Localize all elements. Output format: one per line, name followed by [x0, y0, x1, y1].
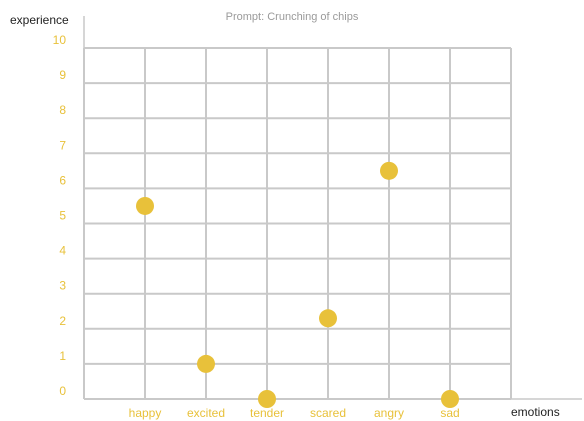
y-tick-label: 4: [59, 244, 66, 258]
data-point: [136, 196, 154, 215]
x-tick-label: happy: [129, 406, 162, 420]
data-point: [319, 309, 337, 328]
grid: [83, 47, 512, 400]
data-point: [197, 354, 215, 373]
x-tick-label: scared: [310, 406, 346, 420]
axes: [83, 16, 582, 400]
y-tick-label: 3: [59, 279, 66, 293]
y-tick-label: 2: [59, 314, 66, 328]
data-point: [258, 390, 276, 408]
x-axis-title: emotions: [511, 405, 560, 419]
y-tick-label: 8: [59, 103, 66, 117]
y-tick-label: 1: [59, 349, 66, 363]
tick-labels: 0 1 2 3 4 5 6 7 8 9 10 happy excited tender scared angr…: [53, 33, 460, 420]
y-tick-label: 6: [59, 173, 66, 187]
data-points: [136, 161, 459, 408]
x-tick-label: excited: [187, 406, 225, 420]
data-point: [441, 390, 459, 408]
data-point: [380, 161, 398, 180]
y-tick-label: 5: [59, 209, 66, 223]
y-tick-label: 9: [59, 68, 66, 82]
x-tick-label: sad: [440, 406, 459, 420]
y-tick-label: 0: [59, 384, 66, 398]
x-tick-label: tender: [250, 406, 284, 420]
x-tick-label: angry: [374, 406, 404, 420]
y-tick-label: 10: [53, 33, 67, 47]
y-axis-title: experience: [10, 13, 69, 27]
y-tick-label: 7: [59, 138, 66, 152]
chart-title: Prompt: Crunching of chips: [226, 11, 359, 23]
